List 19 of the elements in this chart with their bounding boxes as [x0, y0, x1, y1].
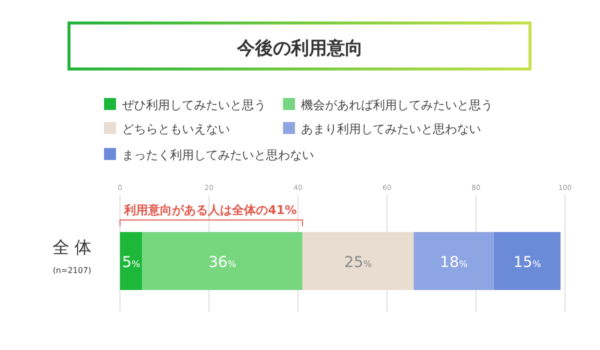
- legend-label: 機会があれば利用してみたいと思う: [301, 98, 493, 112]
- bar: [494, 232, 561, 290]
- text: (n=2107): [52, 266, 92, 275]
- data-label: 18%: [440, 253, 468, 271]
- data-label: 5%: [122, 253, 141, 271]
- chart-title: 今後の利用意向: [236, 38, 363, 59]
- data-label: 25%: [344, 253, 372, 271]
- legend-label: あまり利用してみたいと思わない: [301, 122, 481, 136]
- annotation: 利用意向がある人は全体の41%: [123, 203, 297, 217]
- legend-label: ぜひ利用してみたいと思う: [122, 98, 266, 112]
- data-label: 36%: [208, 253, 237, 271]
- y-tick-label: 全 体: [52, 238, 92, 258]
- bar: [302, 232, 414, 290]
- legend-label: どちらともいえない: [122, 122, 230, 136]
- bar: [414, 232, 494, 290]
- legend-label: まったく利用してみたいと思わない: [122, 148, 314, 162]
- data-label: 15%: [513, 253, 542, 271]
- bar: [120, 232, 142, 290]
- bar: [142, 232, 302, 290]
